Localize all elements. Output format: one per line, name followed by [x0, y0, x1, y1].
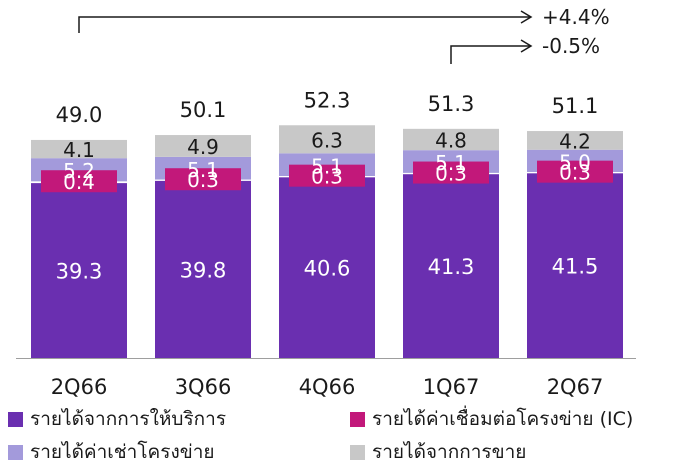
data-label: 5.1	[187, 158, 219, 182]
data-label: 39.8	[180, 258, 227, 282]
total-label: 51.3	[428, 92, 475, 116]
growth-arrow-head	[520, 39, 533, 53]
legend-item-sales-revenue: รายได้จากการขาย	[350, 437, 526, 467]
legend-swatch-service-revenue	[8, 411, 23, 427]
data-label: 41.5	[552, 255, 599, 279]
growth-arrow-line	[450, 45, 531, 64]
data-label: 0.3	[187, 168, 219, 192]
growth-arrow-line	[78, 16, 531, 33]
data-label: 5.1	[435, 151, 467, 175]
growth-annotation-label: +4.4%	[542, 5, 610, 29]
growth-annotation-label: -0.5%	[542, 34, 600, 58]
data-label: 5.2	[63, 159, 95, 183]
bar-segment	[403, 128, 499, 151]
data-label: 4.9	[187, 135, 219, 159]
legend-swatch-network-rental-revenue	[8, 444, 23, 460]
bar-segment	[403, 174, 499, 358]
bar-segment	[155, 135, 251, 157]
data-label: 4.8	[435, 129, 467, 153]
legend-label-network-rental-revenue: รายได้ค่าเช่าโครงข่าย	[30, 441, 215, 463]
bar-segment	[279, 125, 375, 154]
data-label: 41.3	[428, 255, 475, 279]
bar-segment	[279, 177, 375, 358]
x-tick-label: 3Q66	[175, 375, 232, 399]
data-label: 4.1	[63, 138, 95, 162]
legend-item-network-rental-revenue: รายได้ค่าเช่าโครงข่าย	[8, 437, 215, 467]
growth-arrow-head	[520, 10, 533, 24]
data-label: 0.3	[435, 162, 467, 186]
legend-label-service-revenue: รายได้จากการให้บริการ	[30, 408, 227, 430]
bar-segment	[31, 139, 127, 159]
data-label: 6.3	[311, 128, 343, 152]
ic-label-box	[165, 168, 241, 191]
data-label: 5.0	[559, 151, 591, 175]
x-tick-label: 2Q67	[547, 375, 604, 399]
x-tick-label: 1Q67	[423, 375, 480, 399]
data-label: 40.6	[304, 257, 351, 281]
legend-swatch-sales-revenue	[350, 444, 365, 460]
bar-segment	[527, 173, 623, 358]
total-label: 49.0	[56, 103, 103, 127]
ic-label-box	[413, 161, 489, 184]
legend-item-ic-revenue: รายได้ค่าเชื่อมต่อโครงข่าย (IC)	[350, 404, 633, 434]
ic-label-box	[289, 164, 365, 187]
total-label: 51.1	[552, 94, 599, 118]
legend-item-service-revenue: รายได้จากการให้บริการ	[8, 404, 226, 434]
data-label: 0.3	[311, 165, 343, 189]
x-tick-label: 4Q66	[299, 375, 356, 399]
bar-segment	[31, 183, 127, 358]
total-label: 50.1	[180, 98, 227, 122]
x-tick-label: 2Q66	[51, 375, 108, 399]
legend-swatch-ic-revenue	[350, 411, 365, 427]
data-label: 0.4	[63, 170, 95, 194]
bar-segment	[527, 131, 623, 150]
legend-label-sales-revenue: รายได้จากการขาย	[372, 441, 527, 463]
ic-label-box	[41, 170, 117, 193]
ic-label-box	[537, 160, 613, 183]
data-label: 5.1	[311, 154, 343, 178]
legend-label-ic-revenue: รายได้ค่าเชื่อมต่อโครงข่าย (IC)	[372, 408, 634, 430]
total-label: 52.3	[304, 88, 351, 112]
data-label: 4.2	[559, 129, 591, 153]
data-label: 39.3	[56, 260, 103, 284]
data-label: 0.3	[559, 161, 591, 185]
bar-segment	[155, 180, 251, 358]
